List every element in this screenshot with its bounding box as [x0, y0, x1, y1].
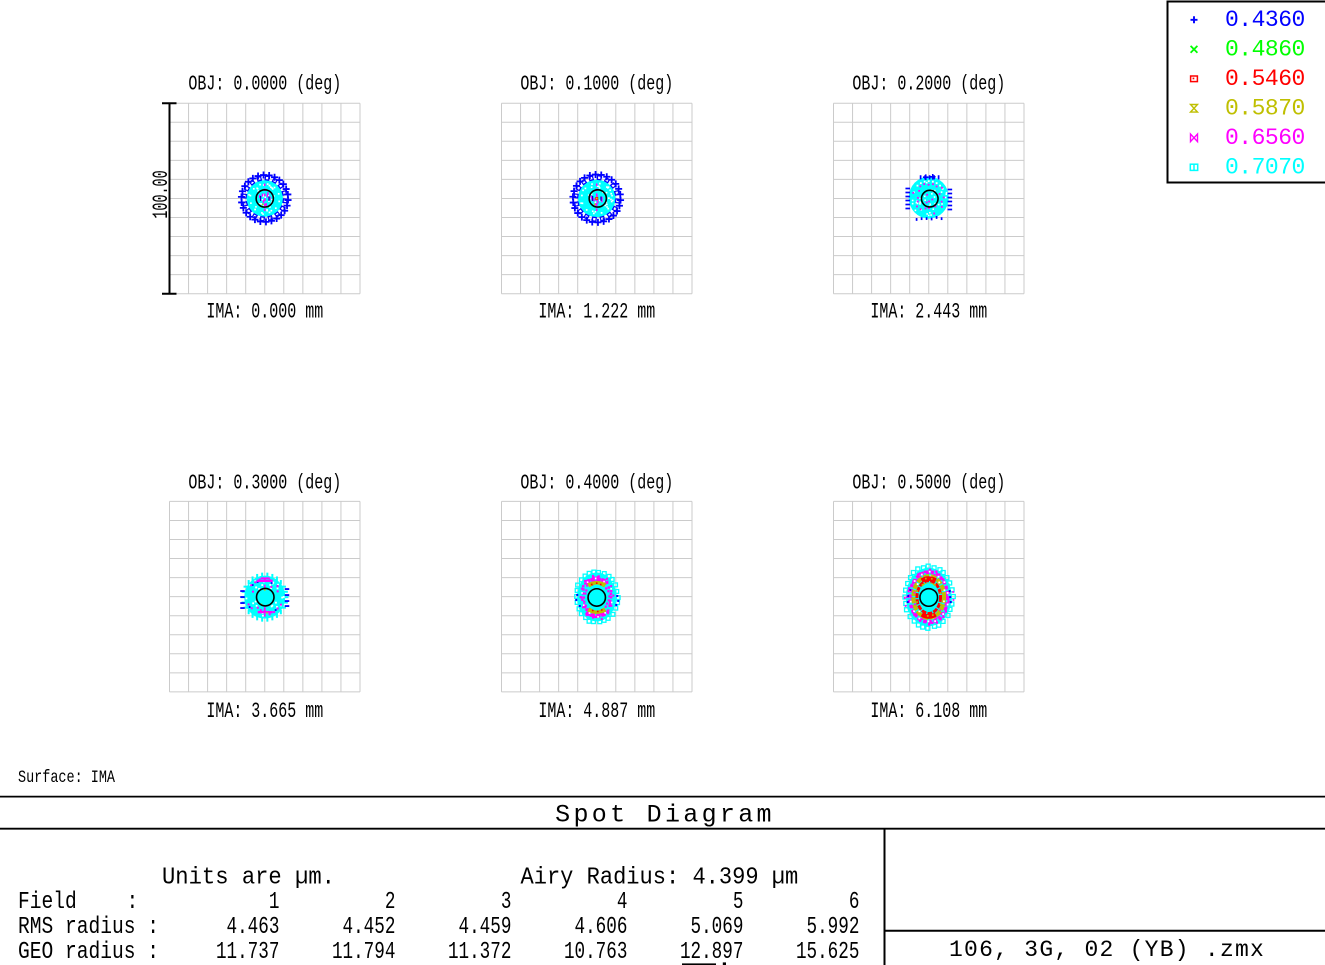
svg-text:3: 3	[501, 888, 512, 916]
svg-text:1: 1	[269, 888, 280, 916]
svg-text:0.4360: 0.4360	[1225, 7, 1305, 33]
svg-text:IMA: 6.108 mm: IMA: 6.108 mm	[870, 698, 987, 724]
svg-text:11.794: 11.794	[332, 938, 395, 965]
svg-text:IMA: 3.665 mm: IMA: 3.665 mm	[206, 698, 323, 724]
svg-text:12.897: 12.897	[680, 938, 743, 965]
svg-text:Surface: IMA: Surface: IMA	[18, 767, 116, 787]
svg-text:OBJ: 0.0000 (deg): OBJ: 0.0000 (deg)	[188, 72, 341, 96]
svg-text:Units are µm.: Units are µm.	[162, 865, 335, 892]
svg-text:4.452: 4.452	[343, 913, 396, 941]
svg-text:GEO radius :: GEO radius :	[18, 938, 159, 965]
svg-text:IMA: 1.222 mm: IMA: 1.222 mm	[538, 299, 655, 325]
svg-text:10.763: 10.763	[564, 938, 627, 965]
svg-text:OBJ: 0.3000 (deg): OBJ: 0.3000 (deg)	[188, 471, 341, 495]
svg-text:OBJ: 0.1000 (deg): OBJ: 0.1000 (deg)	[520, 72, 673, 96]
svg-text:OBJ: 0.2000 (deg): OBJ: 0.2000 (deg)	[852, 72, 1005, 96]
svg-text:5.069: 5.069	[691, 913, 744, 941]
svg-text:4: 4	[617, 888, 628, 916]
svg-text:RMS radius :: RMS radius :	[18, 913, 159, 941]
svg-text:106, 3G, 02 (YB) .zmx: 106, 3G, 02 (YB) .zmx	[949, 937, 1265, 963]
svg-text:11.372: 11.372	[448, 938, 511, 965]
svg-text:OBJ: 0.4000 (deg): OBJ: 0.4000 (deg)	[520, 471, 673, 495]
svg-text:4.463: 4.463	[227, 913, 280, 941]
svg-text:Airy Radius: 4.399 µm: Airy Radius: 4.399 µm	[521, 864, 799, 891]
svg-text:4.606: 4.606	[575, 913, 628, 941]
svg-text:0.4860: 0.4860	[1225, 37, 1305, 63]
svg-text:OBJ: 0.5000 (deg): OBJ: 0.5000 (deg)	[852, 471, 1005, 495]
svg-text:0.5870: 0.5870	[1225, 96, 1305, 122]
svg-text:15.625: 15.625	[796, 938, 859, 965]
svg-text:5: 5	[733, 888, 744, 916]
svg-text:6: 6	[849, 888, 860, 916]
svg-text:IMA: 0.000 mm: IMA: 0.000 mm	[206, 299, 323, 325]
svg-text:5.992: 5.992	[807, 913, 860, 941]
svg-text:IMA: 4.887 mm: IMA: 4.887 mm	[538, 698, 655, 724]
svg-text:Spot Diagram: Spot Diagram	[555, 801, 775, 830]
svg-text:4.459: 4.459	[459, 913, 512, 941]
svg-text:0.7070: 0.7070	[1225, 155, 1305, 181]
svg-text:11.737: 11.737	[216, 938, 279, 965]
svg-text:2: 2	[385, 888, 396, 916]
svg-text:IMA: 2.443 mm: IMA: 2.443 mm	[870, 299, 987, 325]
svg-text:Field: Field	[18, 888, 77, 916]
svg-text:100.00: 100.00	[150, 170, 174, 218]
svg-text:0.6560: 0.6560	[1225, 125, 1305, 151]
svg-text::: :	[127, 888, 139, 916]
svg-text:0.5460: 0.5460	[1225, 66, 1305, 92]
